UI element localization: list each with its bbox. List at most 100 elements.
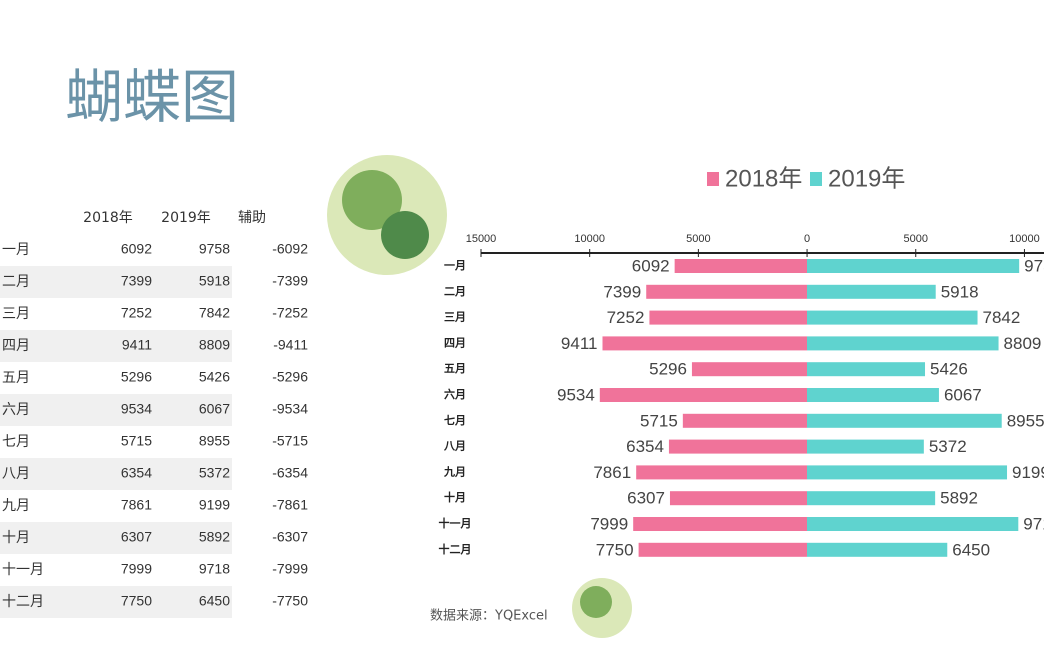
data-label: 5296 <box>649 360 687 379</box>
row-label: 一月 <box>2 242 30 258</box>
row-background <box>0 330 232 362</box>
table-cell: -7999 <box>272 561 308 577</box>
table-cell: 6307 <box>121 529 152 545</box>
category-label: 十月 <box>444 490 466 504</box>
table-cell: 6067 <box>199 401 230 417</box>
table-cell: -6307 <box>272 529 308 545</box>
row-label: 十一月 <box>2 562 44 578</box>
bar <box>807 362 926 377</box>
x-tick-label: 15000 <box>466 233 497 245</box>
bar <box>636 465 807 480</box>
data-label: 9534 <box>557 385 595 404</box>
row-background <box>0 394 232 426</box>
data-label: 7750 <box>596 540 634 559</box>
data-label: 7252 <box>607 308 645 327</box>
bar <box>646 284 807 299</box>
table-cell: 5715 <box>121 433 152 449</box>
data-label: 9411 <box>561 334 598 353</box>
table-header: 2018年 <box>83 210 133 226</box>
table-cell: 5892 <box>199 529 230 545</box>
bar <box>674 259 807 273</box>
bar <box>682 413 807 428</box>
data-label: 8809 <box>1004 334 1042 353</box>
row-label: 三月 <box>2 306 30 322</box>
category-label: 八月 <box>443 440 466 453</box>
row-label: 七月 <box>2 434 30 450</box>
table-cell: 7842 <box>199 305 230 321</box>
category-label: 一月 <box>444 259 466 272</box>
table-cell: 7399 <box>121 273 152 289</box>
legend-swatch <box>810 172 822 186</box>
data-label: 5918 <box>941 282 979 301</box>
data-label: 5426 <box>930 360 968 379</box>
legend-label: 2019年 <box>828 165 905 192</box>
table-cell: -9534 <box>272 401 308 417</box>
table-cell: -7861 <box>272 497 308 513</box>
category-label: 七月 <box>444 413 466 427</box>
category-label: 二月 <box>444 285 466 298</box>
bar <box>807 439 924 454</box>
category-label: 三月 <box>444 311 466 324</box>
bar <box>807 388 939 402</box>
table-header: 2019年 <box>161 210 211 226</box>
data-label: 9758 <box>1024 256 1044 275</box>
page-title: 蝴蝶图 <box>65 63 239 131</box>
row-background <box>0 586 232 618</box>
source-note: 数据来源：YQExcel <box>430 609 548 624</box>
bar <box>807 284 936 299</box>
row-label: 十月 <box>2 530 30 546</box>
category-label: 六月 <box>444 387 466 401</box>
category-label: 十二月 <box>439 542 472 556</box>
bar <box>638 542 807 557</box>
category-label: 四月 <box>444 336 466 349</box>
row-background <box>0 266 232 298</box>
row-label: 九月 <box>2 498 30 514</box>
bar <box>807 517 1019 531</box>
table-cell: 6092 <box>121 241 152 257</box>
table-cell: 8955 <box>199 433 230 449</box>
table-cell: -5715 <box>272 433 308 449</box>
data-label: 5892 <box>940 489 978 508</box>
bar <box>807 259 1020 273</box>
data-label: 7399 <box>603 282 641 301</box>
bar <box>807 491 936 506</box>
data-label: 5372 <box>929 437 967 456</box>
table-cell: 9199 <box>199 497 230 513</box>
data-label: 7999 <box>590 514 628 533</box>
table-cell: -6092 <box>272 241 308 257</box>
bar <box>807 465 1008 480</box>
bar <box>807 310 978 325</box>
category-label: 九月 <box>443 464 466 478</box>
table-cell: 9758 <box>199 241 230 257</box>
data-label: 6092 <box>632 256 670 275</box>
row-label: 四月 <box>2 338 30 354</box>
category-label: 十一月 <box>439 516 472 530</box>
table-cell: 6354 <box>121 465 152 481</box>
table-cell: 9534 <box>121 401 152 417</box>
bar <box>633 517 807 531</box>
data-label: 6307 <box>627 489 665 508</box>
table-cell: 9718 <box>199 561 230 577</box>
x-tick-label: 5000 <box>904 233 928 245</box>
table-cell: 5918 <box>199 273 230 289</box>
word-cloud <box>327 155 632 638</box>
bar <box>807 336 999 351</box>
bar <box>807 413 1002 428</box>
legend-swatch <box>707 172 719 186</box>
x-tick-label: 10000 <box>574 233 605 245</box>
bar <box>602 336 807 351</box>
table-cell: 7252 <box>121 305 152 321</box>
data-label: 9199 <box>1012 463 1044 482</box>
table-cell: 5372 <box>199 465 230 481</box>
table-cell: 6450 <box>199 593 230 609</box>
x-tick-label: 0 <box>804 233 810 245</box>
row-label: 十二月 <box>2 594 44 610</box>
bar <box>691 362 807 377</box>
table-header: 辅助 <box>238 210 266 226</box>
bar <box>649 310 807 325</box>
data-label: 9718 <box>1023 514 1044 533</box>
category-label: 五月 <box>444 362 466 375</box>
bar <box>668 439 807 454</box>
x-tick-label: 10000 <box>1009 233 1040 245</box>
x-tick-label: 5000 <box>686 233 710 245</box>
